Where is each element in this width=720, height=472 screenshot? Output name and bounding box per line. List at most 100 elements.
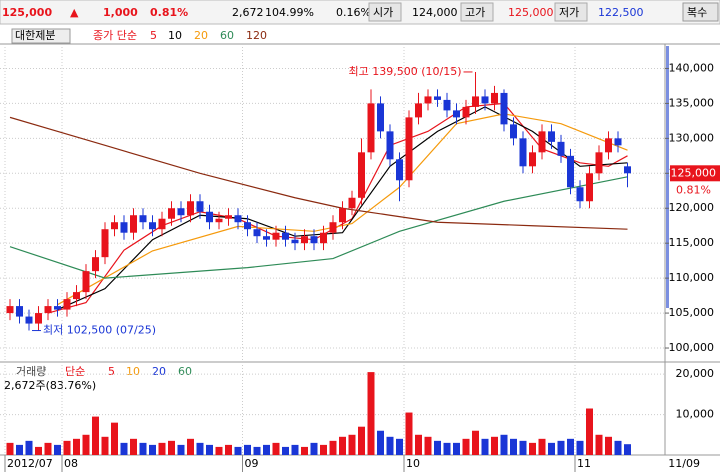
- volume-name: 거래량: [16, 365, 46, 378]
- candle-body: [510, 124, 517, 139]
- volume-bar: [215, 446, 223, 455]
- ma-line: [57, 106, 628, 311]
- candle-body: [481, 96, 489, 104]
- legend-row: [0, 26, 665, 44]
- candle-body: [424, 96, 432, 104]
- candle-body: [386, 131, 394, 160]
- candle-body: [187, 201, 194, 216]
- candle-body: [301, 236, 308, 244]
- volume-legend-entry: 5: [108, 365, 115, 378]
- candle-body: [120, 222, 128, 233]
- candle-body: [168, 208, 175, 219]
- candle-body: [310, 236, 318, 244]
- volume-tick-label: 20,000: [676, 367, 715, 380]
- volume-bar: [348, 434, 356, 455]
- candle-body: [177, 208, 185, 216]
- ratio: 104.99%: [265, 6, 314, 19]
- volume-bar: [557, 440, 565, 455]
- candle-body: [215, 218, 223, 223]
- y-tick-label: 130,000: [669, 131, 715, 144]
- open: 124,000: [412, 6, 458, 19]
- label-box: [368, 2, 402, 22]
- volume-bar: [225, 444, 232, 455]
- volume-bar: [396, 438, 403, 455]
- volume-bar: [405, 412, 413, 455]
- candle-body: [139, 215, 147, 223]
- volume-tick-label: 10,000: [676, 408, 715, 421]
- candle-body: [405, 117, 413, 181]
- volume-bar: [120, 442, 128, 455]
- x-end-label: 11/09: [668, 457, 700, 470]
- last-price-box: [670, 165, 720, 182]
- volume-bar: [510, 438, 517, 455]
- volume-bar: [282, 446, 289, 455]
- volume-bar: [111, 422, 118, 455]
- volume: 2,672: [232, 6, 264, 19]
- candle-body: [462, 106, 470, 118]
- volume-bar: [500, 434, 508, 455]
- volume-bar: [519, 440, 527, 455]
- volume-bar: [415, 434, 422, 455]
- volume-bar: [63, 440, 71, 455]
- volume-legend-entry: 60: [178, 365, 192, 378]
- candle-body: [624, 166, 631, 174]
- candle-body: [196, 201, 204, 212]
- candle-body: [348, 197, 356, 209]
- volume-bar: [44, 442, 52, 455]
- volume-bar: [54, 444, 61, 455]
- high: 125,000: [508, 6, 554, 19]
- legend-entry: 10: [168, 29, 182, 42]
- volume-bar: [424, 436, 432, 455]
- candle-body: [529, 152, 536, 167]
- volume-bar: [130, 438, 137, 455]
- candle-body: [367, 103, 375, 153]
- volume-bar: [605, 436, 612, 455]
- annotation: 최고 139,500 (10/15): [348, 65, 461, 78]
- candle-body: [253, 229, 261, 237]
- button[interactable]: [682, 2, 719, 22]
- x-tick-label: 08: [64, 457, 78, 470]
- high-label: 고가: [465, 6, 485, 19]
- button-label[interactable]: 복수: [687, 6, 707, 19]
- candle-body: [358, 152, 365, 198]
- legend-entry: 60: [220, 29, 234, 42]
- x-tick-label: 11: [577, 457, 591, 470]
- ma-line: [9, 176, 628, 279]
- candle-body: [82, 271, 90, 293]
- candle-body: [595, 152, 603, 174]
- turnover: 0.16%: [336, 6, 371, 19]
- name-box: [11, 28, 71, 44]
- candle-body: [63, 299, 71, 310]
- last-price-label: 125,000: [671, 166, 717, 179]
- volume-bar: [453, 442, 460, 455]
- candle-body: [158, 218, 166, 230]
- annotation: 최저 102,500 (07/25): [43, 324, 156, 337]
- arrow: ▲: [70, 6, 79, 19]
- candle-body: [272, 232, 280, 240]
- label-box: [554, 2, 588, 22]
- candle-body: [320, 232, 327, 244]
- candle-body: [263, 236, 270, 240]
- volume-legend-entry: 20: [152, 365, 166, 378]
- candle-body: [434, 96, 441, 100]
- candle-body: [472, 96, 479, 107]
- change-pct: 0.81%: [150, 6, 188, 19]
- volume-bar: [16, 444, 23, 455]
- last-pct-label: 0.81%: [676, 183, 711, 196]
- volume-bar: [614, 440, 622, 455]
- y-tick-label: 120,000: [669, 201, 715, 214]
- volume-bar: [586, 408, 593, 455]
- volume-bar: [187, 438, 194, 455]
- candle-body: [377, 103, 384, 132]
- volume-legend-entry: 10: [126, 365, 140, 378]
- volume-bar: [6, 442, 14, 455]
- candle-body: [339, 208, 346, 223]
- candle-body: [557, 141, 565, 156]
- scroll-bar: [666, 46, 669, 308]
- legend-label: 종가 단순: [93, 29, 137, 42]
- candle-body: [567, 155, 574, 188]
- top-bar: [0, 0, 720, 25]
- volume-bar: [92, 416, 99, 455]
- volume-bar: [234, 446, 242, 455]
